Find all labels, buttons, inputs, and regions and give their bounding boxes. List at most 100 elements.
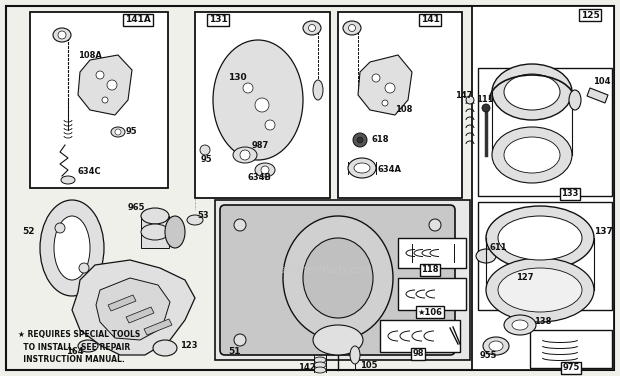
Ellipse shape bbox=[313, 325, 363, 355]
Ellipse shape bbox=[483, 337, 509, 355]
Ellipse shape bbox=[303, 21, 321, 35]
Text: 164: 164 bbox=[66, 347, 84, 356]
Circle shape bbox=[79, 263, 89, 273]
Circle shape bbox=[429, 334, 441, 346]
Text: 618: 618 bbox=[372, 135, 389, 144]
Text: ★ REQUIRES SPECIAL TOOLS
  TO INSTALL.  SEE REPAIR
  INSTRUCTION MANUAL.: ★ REQUIRES SPECIAL TOOLS TO INSTALL. SEE… bbox=[18, 330, 140, 364]
Ellipse shape bbox=[486, 258, 594, 322]
Ellipse shape bbox=[343, 21, 361, 35]
Text: 108: 108 bbox=[395, 106, 412, 115]
Circle shape bbox=[58, 31, 66, 39]
Text: 634A: 634A bbox=[378, 165, 402, 174]
Bar bbox=[472, 6, 614, 370]
Ellipse shape bbox=[303, 238, 373, 318]
Circle shape bbox=[357, 137, 363, 143]
Circle shape bbox=[348, 24, 355, 32]
Bar bbox=[478, 68, 612, 196]
Ellipse shape bbox=[492, 64, 572, 120]
Circle shape bbox=[482, 104, 490, 112]
Polygon shape bbox=[358, 55, 412, 115]
Text: 147: 147 bbox=[455, 91, 472, 100]
Bar bbox=[398, 238, 466, 268]
Text: ©ReplacementParts.com: ©ReplacementParts.com bbox=[249, 265, 371, 275]
Circle shape bbox=[309, 24, 316, 32]
Ellipse shape bbox=[476, 249, 496, 263]
Text: 108A: 108A bbox=[78, 50, 102, 59]
Circle shape bbox=[115, 129, 121, 135]
Text: 142: 142 bbox=[298, 364, 316, 373]
Text: 131: 131 bbox=[208, 15, 228, 24]
Circle shape bbox=[200, 145, 210, 155]
Text: 611: 611 bbox=[490, 244, 508, 253]
Text: 118: 118 bbox=[421, 265, 439, 274]
Text: 98: 98 bbox=[412, 350, 423, 358]
Polygon shape bbox=[78, 55, 132, 115]
Ellipse shape bbox=[489, 341, 503, 351]
Ellipse shape bbox=[504, 315, 536, 335]
Bar bbox=[195, 12, 330, 198]
Polygon shape bbox=[96, 278, 170, 340]
Ellipse shape bbox=[255, 163, 275, 177]
Ellipse shape bbox=[498, 268, 582, 312]
Text: 634B: 634B bbox=[248, 173, 272, 182]
Text: 52: 52 bbox=[22, 227, 35, 237]
Text: 975: 975 bbox=[562, 364, 580, 373]
Ellipse shape bbox=[504, 74, 560, 110]
Text: 141: 141 bbox=[420, 15, 440, 24]
Ellipse shape bbox=[504, 137, 560, 173]
Ellipse shape bbox=[492, 127, 572, 183]
Polygon shape bbox=[126, 307, 154, 323]
Circle shape bbox=[503, 279, 513, 289]
Ellipse shape bbox=[141, 224, 169, 240]
Ellipse shape bbox=[213, 40, 303, 160]
Ellipse shape bbox=[512, 320, 528, 330]
Text: 137: 137 bbox=[594, 227, 613, 237]
Ellipse shape bbox=[569, 90, 581, 110]
Text: 95: 95 bbox=[126, 127, 138, 136]
Polygon shape bbox=[144, 319, 172, 335]
Circle shape bbox=[353, 133, 367, 147]
Ellipse shape bbox=[486, 206, 594, 270]
Circle shape bbox=[382, 100, 388, 106]
Text: ★106: ★106 bbox=[417, 308, 443, 317]
Circle shape bbox=[234, 219, 246, 231]
Circle shape bbox=[265, 120, 275, 130]
Bar bbox=[215, 200, 470, 360]
Text: 53: 53 bbox=[197, 211, 208, 220]
Text: 965: 965 bbox=[128, 203, 146, 212]
Bar bbox=[141, 216, 169, 248]
Text: 104: 104 bbox=[593, 77, 611, 86]
Ellipse shape bbox=[111, 127, 125, 137]
Text: 123: 123 bbox=[180, 341, 198, 350]
Ellipse shape bbox=[165, 216, 185, 248]
Ellipse shape bbox=[233, 147, 257, 163]
Ellipse shape bbox=[348, 158, 376, 178]
Bar bbox=[30, 12, 168, 188]
Circle shape bbox=[372, 74, 380, 82]
Circle shape bbox=[234, 334, 246, 346]
Circle shape bbox=[429, 219, 441, 231]
Bar bbox=[398, 278, 466, 310]
Text: 634C: 634C bbox=[78, 167, 102, 176]
Text: 987: 987 bbox=[252, 141, 269, 150]
Ellipse shape bbox=[187, 215, 203, 225]
Text: 955: 955 bbox=[480, 350, 497, 359]
Text: 133: 133 bbox=[561, 190, 578, 199]
Ellipse shape bbox=[314, 367, 326, 373]
Ellipse shape bbox=[313, 80, 323, 100]
Ellipse shape bbox=[314, 357, 326, 363]
Text: 111: 111 bbox=[476, 96, 494, 105]
Ellipse shape bbox=[54, 216, 90, 280]
Ellipse shape bbox=[153, 340, 177, 356]
Text: 105: 105 bbox=[360, 361, 378, 370]
Text: 138: 138 bbox=[534, 317, 551, 326]
Circle shape bbox=[102, 97, 108, 103]
Bar bbox=[338, 12, 462, 198]
FancyBboxPatch shape bbox=[220, 205, 455, 355]
Bar bbox=[530, 330, 612, 368]
Ellipse shape bbox=[498, 216, 582, 260]
Bar bbox=[478, 202, 612, 310]
Circle shape bbox=[466, 96, 474, 104]
Bar bbox=[380, 320, 460, 352]
Circle shape bbox=[243, 83, 253, 93]
